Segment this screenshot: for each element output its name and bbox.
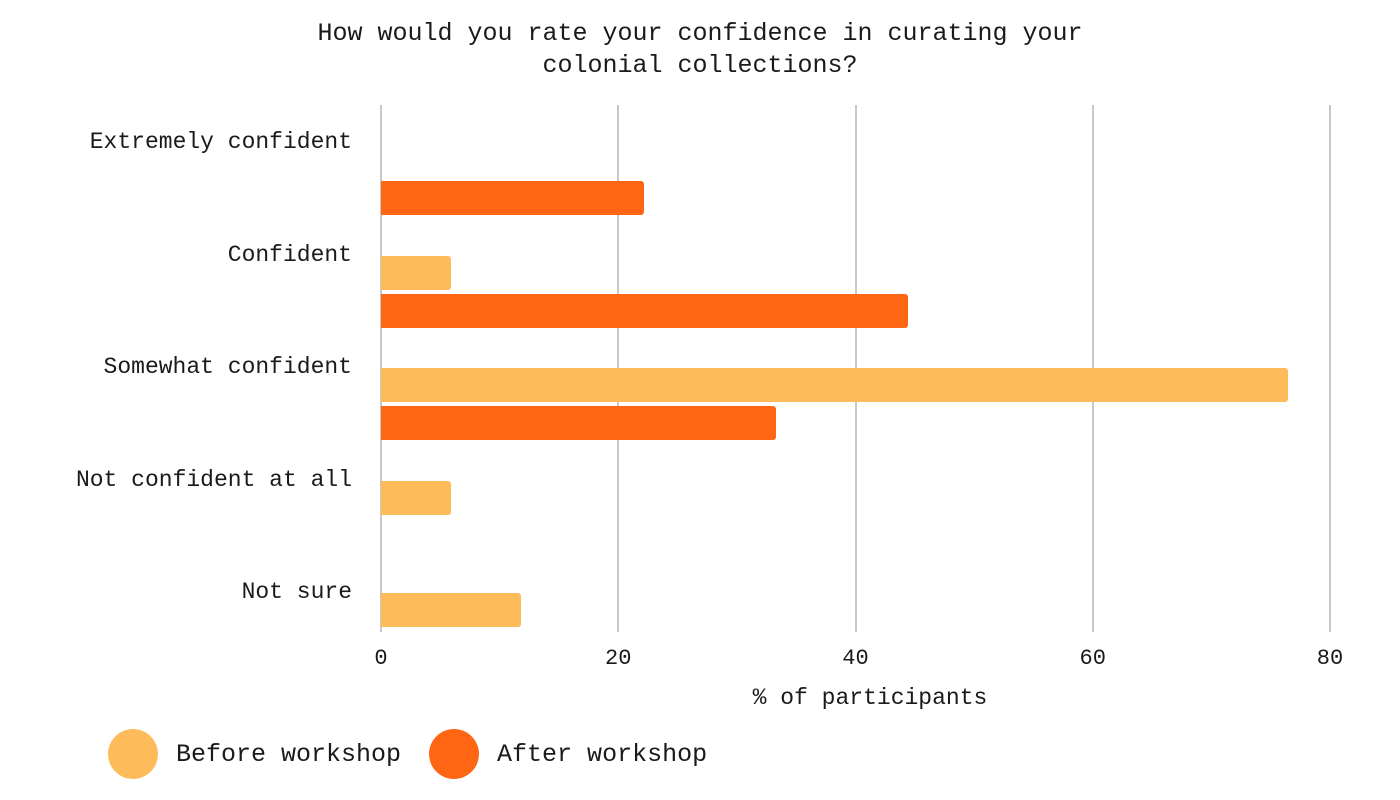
- legend-item: Before workshop: [108, 729, 401, 779]
- category-label: Extremely confident: [89, 129, 352, 155]
- legend-label: Before workshop: [176, 739, 402, 769]
- legend-item: After workshop: [429, 729, 707, 779]
- bar-after: [381, 294, 908, 328]
- chart-title: How would you rate your confidence in cu…: [0, 18, 1400, 82]
- title-line-2: colonial collections?: [542, 51, 858, 80]
- category-label: Not sure: [241, 579, 352, 605]
- x-tick: 80: [1316, 646, 1344, 671]
- gridline: [1329, 105, 1331, 632]
- bar-before: [381, 256, 451, 290]
- bar-before: [381, 593, 521, 627]
- category-label: Somewhat confident: [103, 354, 352, 380]
- legend-label: After workshop: [497, 739, 708, 769]
- x-tick: 40: [842, 646, 869, 671]
- legend-swatch-icon: [108, 729, 158, 779]
- x-tick: 20: [605, 646, 632, 671]
- legend: Before workshop After workshop: [108, 729, 735, 779]
- bar-before: [381, 481, 451, 515]
- bar-after: [381, 181, 645, 215]
- legend-swatch-icon: [429, 729, 480, 779]
- x-tick: 0: [374, 646, 388, 671]
- plot-area: [380, 105, 1331, 632]
- bar-before: [381, 368, 1289, 402]
- bar-after: [381, 406, 777, 440]
- x-axis-label: % of participants: [752, 685, 988, 711]
- title-line-1: How would you rate your confidence in cu…: [317, 19, 1083, 48]
- category-label: Not confident at all: [75, 467, 352, 493]
- category-label: Confident: [227, 242, 352, 268]
- x-tick: 60: [1079, 646, 1106, 671]
